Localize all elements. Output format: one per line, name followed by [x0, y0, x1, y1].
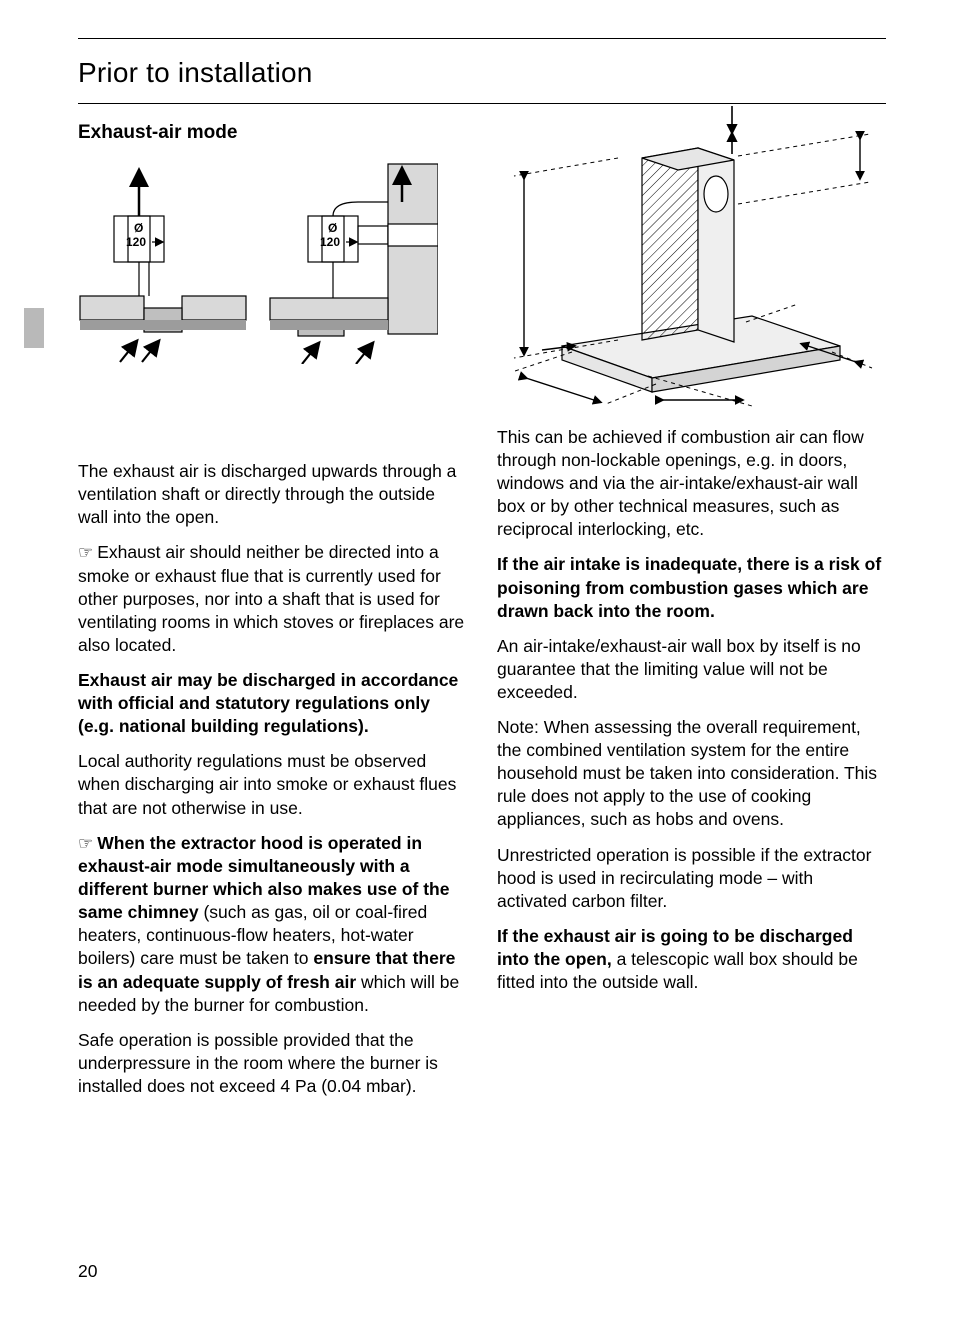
svg-text:120: 120 [320, 235, 340, 249]
hand-icon: ☞ [78, 833, 93, 855]
figure-isometric-hood [502, 98, 882, 408]
figure-exhaust-side: Ø 120 [268, 154, 438, 364]
top-rule [78, 38, 886, 39]
page-title: Prior to installation [78, 57, 886, 89]
left-column: Exhaust-air mode [78, 104, 467, 1110]
svg-text:Ø: Ø [328, 221, 337, 235]
figure-exhaust-up: Ø 120 [78, 154, 248, 364]
svg-text:Ø: Ø [134, 221, 143, 235]
left-p4: Local authority regulations must be obse… [78, 750, 467, 819]
left-p5: ☞When the extractor hood is operated in … [78, 832, 467, 1017]
two-column-layout: Exhaust-air mode [78, 104, 886, 1110]
svg-text:120: 120 [126, 235, 146, 249]
right-p6: If the exhaust air is going to be discha… [497, 925, 886, 994]
right-p3: An air-intake/exhaust-air wall box by it… [497, 635, 886, 704]
hand-icon: ☞ [78, 542, 93, 564]
page: Prior to installation Exhaust-air mode [0, 0, 954, 1326]
section-heading: Exhaust-air mode [78, 122, 467, 144]
exhaust-mode-figures: Ø 120 [78, 154, 467, 364]
right-p5: Unrestricted operation is possible if th… [497, 844, 886, 913]
left-p1: The exhaust air is discharged upwards th… [78, 460, 467, 529]
left-p2-text: Exhaust air should neither be directed i… [78, 542, 464, 655]
right-p1: This can be achieved if combustion air c… [497, 426, 886, 541]
page-number: 20 [78, 1261, 97, 1282]
right-column: This can be achieved if combustion air c… [497, 104, 886, 1110]
left-p2: ☞Exhaust air should neither be directed … [78, 541, 467, 657]
spacer [78, 384, 467, 460]
left-p3-bold: Exhaust air may be discharged in accorda… [78, 669, 467, 738]
right-p2-bold: If the air intake is inadequate, there i… [497, 553, 886, 622]
right-p4: Note: When assessing the overall require… [497, 716, 886, 831]
left-p6: Safe operation is possible provided that… [78, 1029, 467, 1098]
side-thumb-tab [24, 308, 44, 348]
